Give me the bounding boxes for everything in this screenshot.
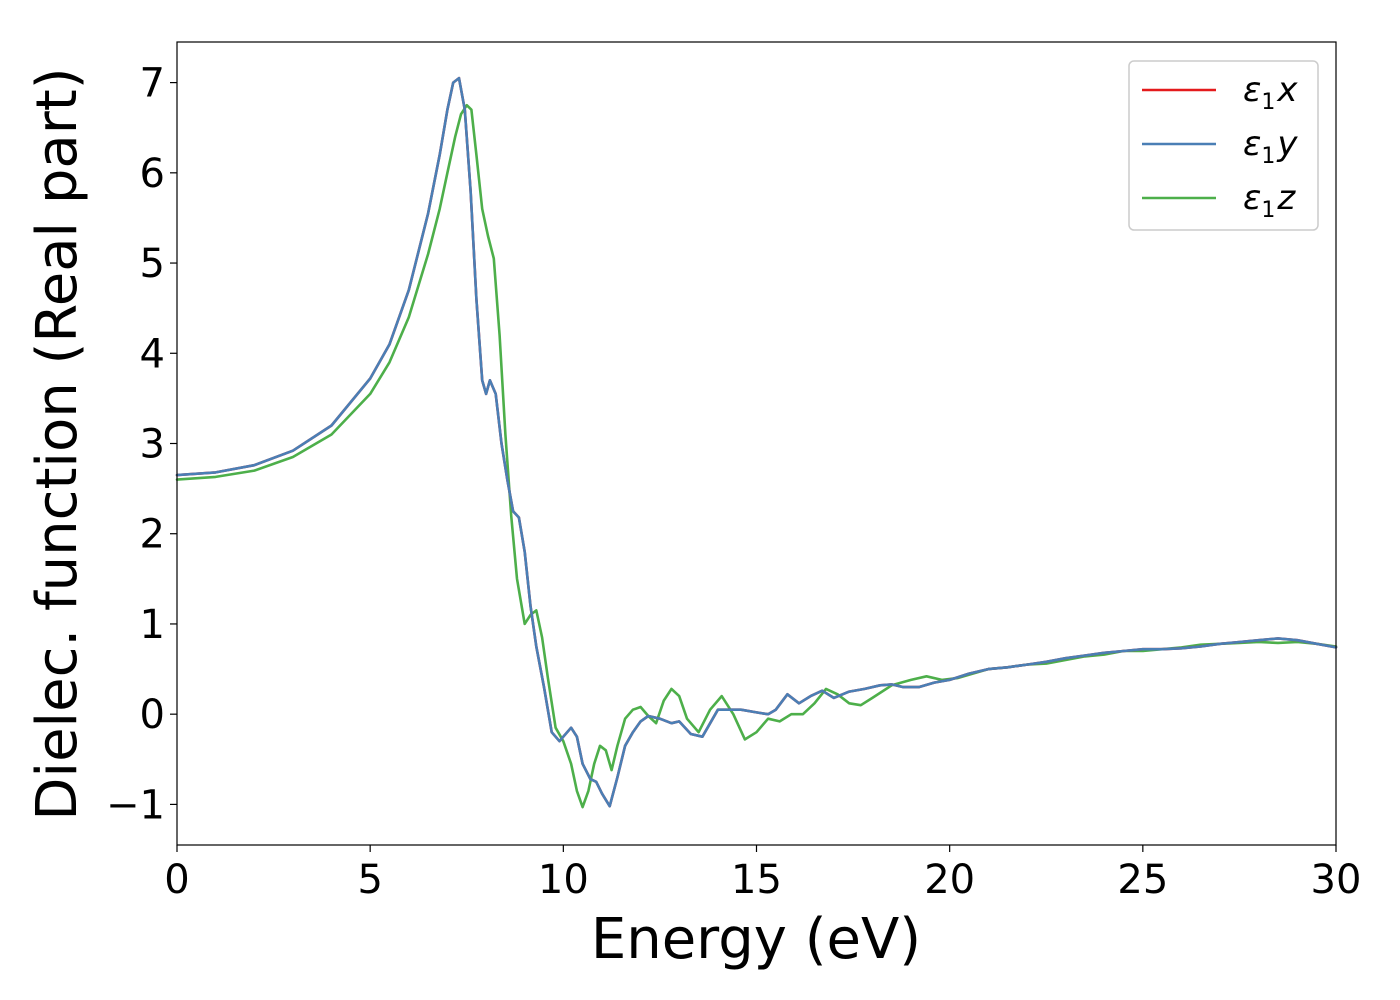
y-axis-label: Dielec. function (Real part) <box>25 67 90 820</box>
x-tick-label: 0 <box>164 857 189 903</box>
x-tick-label: 20 <box>924 857 975 903</box>
series-line-z <box>175 103 1338 809</box>
plot-lines <box>175 76 1338 809</box>
legend-label-z: ε1z <box>1243 178 1296 223</box>
series-line-y <box>175 76 1338 808</box>
y-tick-label: 1 <box>140 602 165 648</box>
y-tick-label: 5 <box>140 241 165 287</box>
x-axis: 0 5 10 15 20 25 30 <box>164 845 1361 903</box>
legend-label-y: ε1y <box>1243 124 1298 169</box>
y-tick-label: 6 <box>140 151 165 197</box>
y-tick-label: 0 <box>140 692 165 738</box>
y-tick-label: 7 <box>140 61 165 107</box>
x-tick-label: 5 <box>357 857 382 903</box>
legend-label-x: ε1x <box>1243 70 1298 115</box>
y-tick-label: −1 <box>106 782 165 828</box>
legend: ε1x ε1y ε1z <box>1128 60 1319 231</box>
x-tick-label: 25 <box>1117 857 1168 903</box>
y-tick-label: 3 <box>140 422 165 468</box>
legend-box <box>1128 60 1319 231</box>
y-axis: −1 0 1 2 3 4 5 6 7 <box>106 61 177 828</box>
x-tick-label: 15 <box>731 857 782 903</box>
x-tick-label: 30 <box>1311 857 1362 903</box>
y-tick-label: 4 <box>140 331 165 377</box>
y-tick-label: 2 <box>140 512 165 558</box>
x-axis-label: Energy (eV) <box>591 907 921 972</box>
x-tick-label: 10 <box>538 857 589 903</box>
